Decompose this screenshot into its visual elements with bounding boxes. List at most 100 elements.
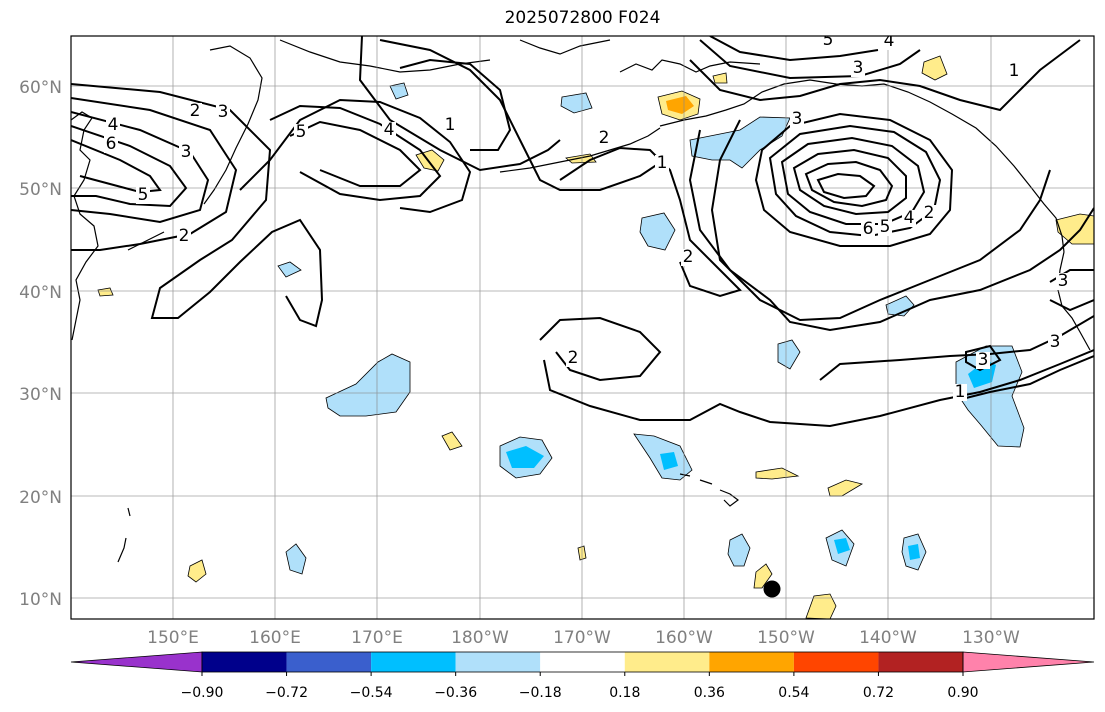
contour-label-4-gulf: 4 xyxy=(904,208,915,228)
shading-area-northwest-sea xyxy=(389,82,409,100)
colorbar-box xyxy=(286,652,372,672)
coastline-hawaii xyxy=(679,473,739,507)
contour-label-2-west: 2 xyxy=(190,101,201,121)
contour-label-2-aleutian: 2 xyxy=(599,128,610,148)
anomaly-shading xyxy=(97,55,1094,619)
lon-label-170w: 170°W xyxy=(553,628,611,648)
coastline-siberia xyxy=(279,39,491,73)
coastline-kuril xyxy=(127,231,165,251)
colorbar-box xyxy=(624,652,710,672)
contour-gulf-6 xyxy=(816,172,876,200)
latitude-labels: 60°N 50°N 40°N 30°N 20°N 10°N xyxy=(19,78,62,610)
colorbar-tick-label: 0.18 xyxy=(609,685,640,701)
colorbar-box xyxy=(202,652,287,672)
lat-label-20n: 20°N xyxy=(19,488,62,508)
label-1-gulf-west-bg xyxy=(655,155,669,172)
label-2-west-south-bg xyxy=(177,228,191,245)
contour-western-low-inner xyxy=(71,139,162,194)
colorbar: −0.90 −0.72 −0.54 −0.36 −0.18 0.18 0.36 0.54 0.7… xyxy=(70,651,1095,701)
label-4-gulf-bg xyxy=(902,210,916,227)
lat-label-10n: 10°N xyxy=(19,590,62,610)
contour-western-low-4 xyxy=(71,111,210,224)
colorbar-box xyxy=(540,652,625,672)
colorbar-tick-label: −0.36 xyxy=(434,685,477,701)
label-3-west-bg xyxy=(179,144,193,161)
shading-area-west-pacific xyxy=(325,353,411,417)
coastlines xyxy=(71,39,1091,563)
label-4-north-bg xyxy=(882,36,896,50)
colorbar-tick-label: −0.90 xyxy=(181,685,224,701)
label-1-subtropical-east-bg xyxy=(953,384,967,401)
coastline-asia xyxy=(71,111,99,341)
label-5-north-bg xyxy=(821,36,835,49)
label-2-aleutian-bg xyxy=(597,130,611,147)
contour-central-2 xyxy=(559,146,742,298)
coastline-alaska-west xyxy=(619,59,761,73)
shading-area-kuril xyxy=(277,261,302,278)
contour-label-4-central: 4 xyxy=(384,120,395,140)
contour-label-3-california: 3 xyxy=(1058,271,1069,291)
contour-label-1-east: 1 xyxy=(1009,61,1020,81)
shading-area-mid-north-pacific xyxy=(639,212,676,251)
colorbar-tick-label: −0.18 xyxy=(519,685,562,701)
label-5-northwest-bg xyxy=(294,124,308,141)
contour-label-4-north: 4 xyxy=(884,31,895,51)
shading-area-hawaii-south xyxy=(755,467,800,480)
contour-north-3 xyxy=(689,39,1081,112)
contour-california-1 xyxy=(957,355,1094,401)
label-2-central-pacific-bg xyxy=(681,249,695,266)
contour-gulf-5 xyxy=(804,160,894,208)
contour-label-2-central-pacific: 2 xyxy=(683,247,694,267)
contour-eastern-outer xyxy=(710,119,1051,322)
shading-area-subtropical-east xyxy=(777,339,801,370)
lat-label-30n: 30°N xyxy=(19,385,62,405)
contour-gulf-4 xyxy=(792,148,907,216)
coastline-alaska-south xyxy=(659,79,1065,253)
colorbar-box xyxy=(793,652,879,672)
label-6-west-bg xyxy=(104,136,118,153)
colorbar-outline xyxy=(201,651,964,673)
contour-gulf-1 xyxy=(754,112,954,247)
contour-label-1-central: 1 xyxy=(445,115,456,135)
coastline-chukotka xyxy=(519,39,611,55)
colorbar-box xyxy=(371,652,456,672)
label-3-north-bg xyxy=(851,60,865,77)
contour-north-4 xyxy=(699,39,921,80)
gridlines xyxy=(71,36,1094,619)
label-2-west-bg xyxy=(188,103,202,120)
contour-label-6-gulf: 6 xyxy=(863,219,874,239)
label-3-gulf-bg xyxy=(790,111,804,128)
lon-label-150w: 150°W xyxy=(757,628,815,648)
map-frame xyxy=(70,35,1095,620)
colorbar-boxes xyxy=(70,651,1095,673)
coastline-kamchatka xyxy=(203,45,263,205)
contour-subtropical-2 xyxy=(539,316,662,382)
contour-label-3-northwest: 3 xyxy=(218,102,229,122)
lon-label-150e: 150°E xyxy=(147,628,199,648)
shading-area-gulf xyxy=(689,116,791,169)
contour-label-6-west: 6 xyxy=(106,134,117,154)
shading-area-southeast-1-core xyxy=(834,538,850,554)
colorbar-extend-low xyxy=(70,651,203,673)
label-3-east-bg xyxy=(976,352,990,369)
contour-central-loop xyxy=(379,39,665,191)
contour-label-5-gulf: 5 xyxy=(880,217,891,237)
contour-label-5-north: 5 xyxy=(823,30,834,50)
colorbar-tick-label: 0.36 xyxy=(694,685,725,701)
contour-label-3-east: 3 xyxy=(978,350,989,370)
shading-area-south-hawaii xyxy=(727,533,751,567)
shading-area-southeast-2-core xyxy=(908,544,920,560)
lon-label-130w: 130°W xyxy=(962,628,1020,648)
contour-label-3-gulf: 3 xyxy=(792,109,803,129)
colorbar-box xyxy=(455,652,541,672)
contour-label-4-west: 4 xyxy=(108,115,119,135)
shading-area-alaska-north xyxy=(712,72,728,84)
coastline-aleutians xyxy=(499,127,661,173)
colorbar-ticks: −0.90 −0.72 −0.54 −0.36 −0.18 0.18 0.36 0.54 0.7… xyxy=(181,672,979,701)
contour-northwest-ridge-2 xyxy=(269,104,442,202)
contour-central-1 xyxy=(358,36,561,172)
shading-area-tropical-west-core xyxy=(506,446,544,468)
